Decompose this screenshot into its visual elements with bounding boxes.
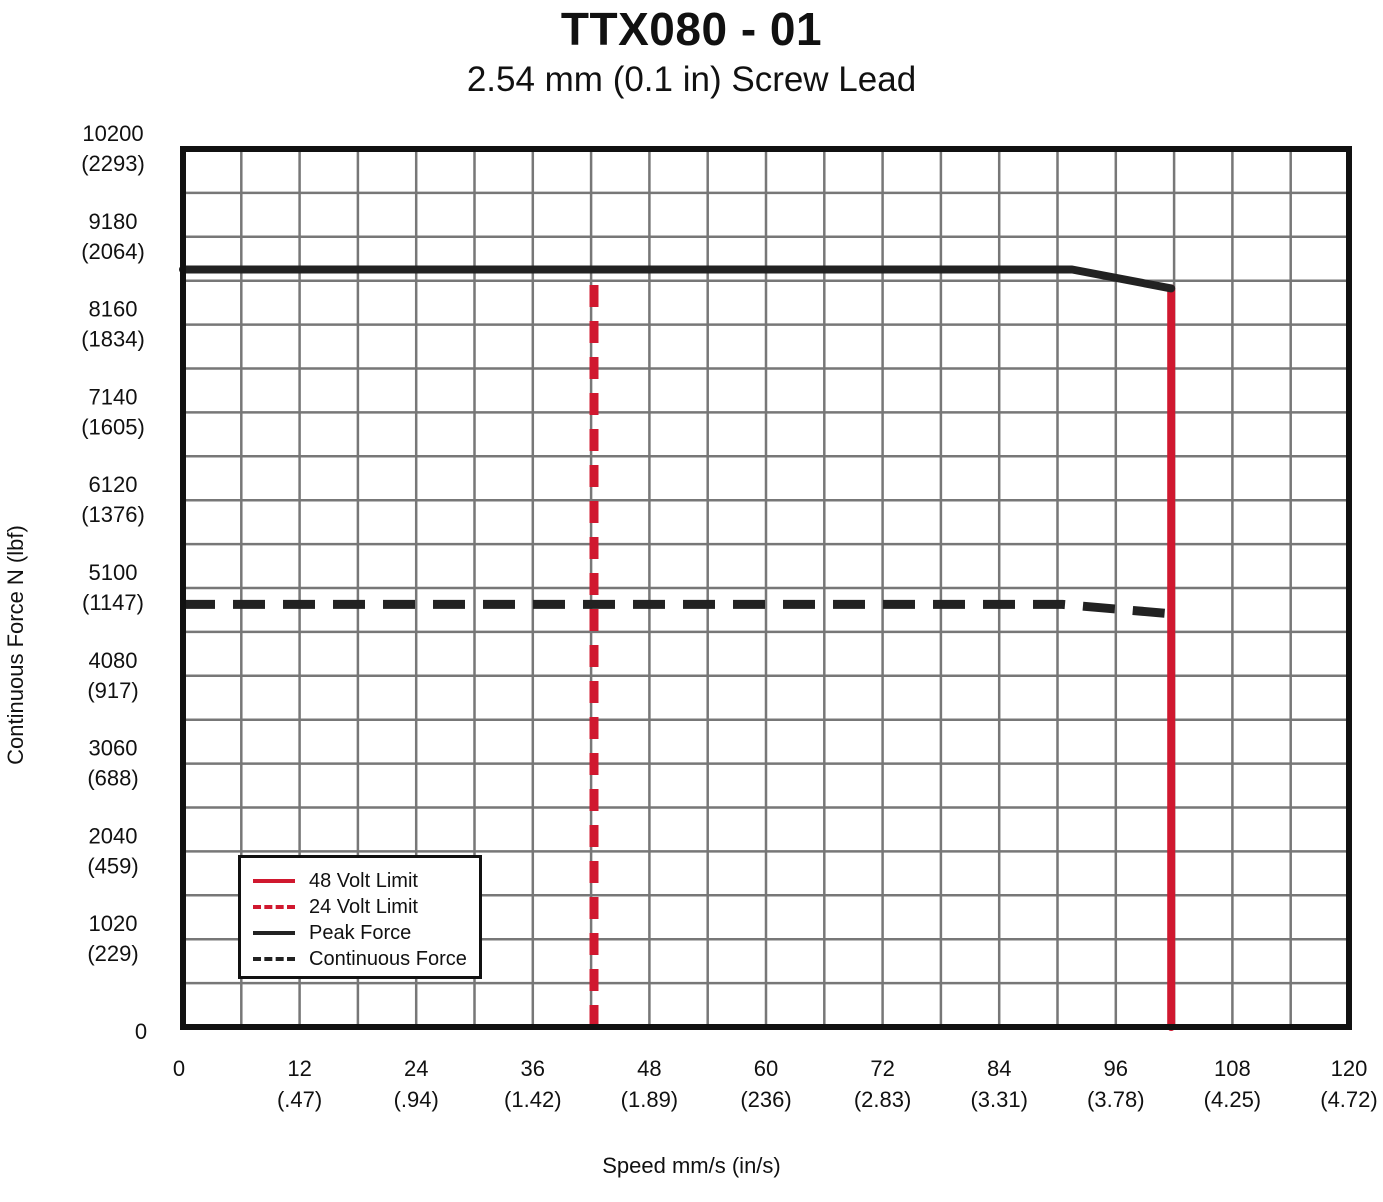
x-tick-sublabel: (1.42): [504, 1087, 561, 1112]
y-tick-label: 10200: [82, 121, 143, 146]
x-tick-sublabel: (4.72): [1320, 1087, 1377, 1112]
x-tick-sublabel: (1.89): [621, 1087, 678, 1112]
legend-label-peak-force: Peak Force: [309, 921, 412, 944]
y-tick-label: 2040: [89, 823, 138, 848]
y-tick-label: 1020: [89, 911, 138, 936]
y-tick-sublabel: (459): [87, 853, 138, 878]
x-tick-sublabel: (.94): [394, 1087, 439, 1112]
y-tick-label: 9180: [89, 209, 138, 234]
x-tick-sublabel: (2.83): [854, 1087, 911, 1112]
x-tick-sublabel: (3.31): [970, 1087, 1027, 1112]
y-tick-sublabel: (1605): [81, 414, 145, 439]
x-axis-label: Speed mm/s (in/s): [602, 1153, 781, 1178]
y-tick-labels: 0 1020 (229) 2040 (459) 3060 (688) 4080 (917) 510…: [81, 121, 147, 1044]
legend-swatch-48-volt: [253, 879, 295, 883]
x-tick-label: 108: [1214, 1056, 1251, 1081]
x-tick-labels: 0 12 (.47) 24 (.94) 36 (1.42) 48 (1.89) 60 (236) 72…: [173, 1056, 1378, 1112]
x-tick-label: 48: [637, 1056, 661, 1081]
y-tick-label: 5100: [89, 560, 138, 585]
x-tick-sublabel: (236): [740, 1087, 791, 1112]
y-tick-sublabel: (229): [87, 941, 138, 966]
y-tick-label: 4080: [89, 648, 138, 673]
y-tick-sublabel: (1147): [82, 590, 144, 615]
series-lines: [179, 265, 1176, 1031]
chart-subtitle: 2.54 mm (0.1 in) Screw Lead: [466, 60, 917, 99]
legend: 48 Volt Limit 24 Volt Limit Peak Force C…: [238, 855, 482, 979]
y-tick-sublabel: (1376): [81, 502, 145, 527]
y-tick-sublabel: (917): [87, 678, 138, 703]
y-tick-label: 0: [135, 1019, 147, 1044]
x-tick-label: 0: [173, 1056, 185, 1081]
legend-swatch-peak-force: [253, 931, 295, 935]
x-tick-sublabel: (.47): [277, 1087, 322, 1112]
y-tick-sublabel: (688): [87, 766, 138, 791]
legend-item-48-volt: 48 Volt Limit: [253, 868, 479, 894]
legend-label-24-volt: 24 Volt Limit: [309, 895, 418, 918]
legend-label-continuous-force: Continuous Force: [309, 947, 467, 970]
y-tick-label: 3060: [89, 736, 138, 761]
x-tick-label: 12: [287, 1056, 311, 1081]
legend-label-48-volt: 48 Volt Limit: [309, 869, 418, 892]
x-tick-sublabel: (4.25): [1204, 1087, 1261, 1112]
legend-item-peak-force: Peak Force: [253, 920, 479, 946]
x-tick-label: 96: [1104, 1056, 1128, 1081]
x-tick-label: 24: [404, 1056, 428, 1081]
chart-title: TTX080 - 01: [560, 3, 823, 55]
series-line-peak-force: [179, 265, 1176, 293]
x-tick-label: 72: [870, 1056, 894, 1081]
x-tick-label: 60: [754, 1056, 778, 1081]
y-tick-label: 6120: [89, 472, 138, 497]
x-tick-label: 120: [1331, 1056, 1368, 1081]
y-tick-sublabel: (2293): [81, 151, 145, 176]
y-tick-sublabel: (2064): [81, 239, 145, 264]
x-tick-sublabel: (3.78): [1087, 1087, 1144, 1112]
y-tick-label: 8160: [89, 297, 138, 322]
y-tick-label: 7140: [89, 384, 138, 409]
plot-frame: [180, 146, 1352, 1030]
series-line-continuous-force: [183, 599, 1172, 619]
x-tick-label: 36: [521, 1056, 545, 1081]
x-tick-label: 84: [987, 1056, 1011, 1081]
legend-swatch-continuous-force: [253, 957, 295, 961]
legend-item-continuous-force: Continuous Force: [253, 946, 479, 972]
legend-swatch-24-volt: [253, 905, 295, 909]
y-tick-sublabel: (1834): [81, 327, 145, 352]
legend-item-24-volt: 24 Volt Limit: [253, 894, 479, 920]
